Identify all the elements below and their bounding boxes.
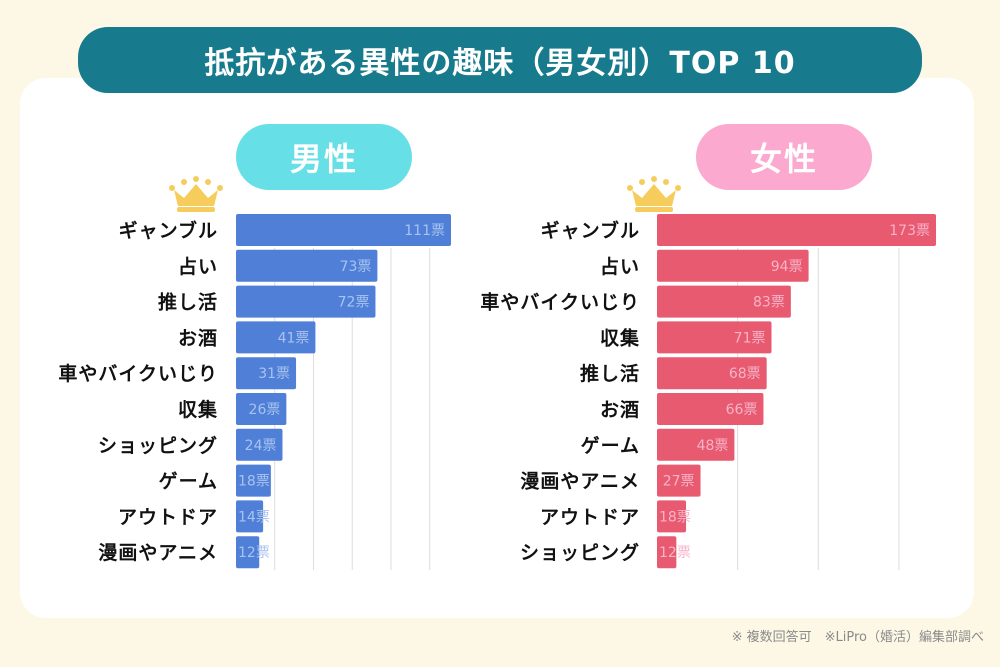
male-category-label: ショッピング	[98, 434, 218, 457]
male-category-label: 車やバイクいじり	[58, 362, 218, 385]
female-value-label: 18票	[659, 509, 691, 525]
female-category-label: 推し活	[580, 362, 640, 385]
male-bar	[236, 214, 451, 246]
female-value-label: 83票	[753, 295, 785, 311]
female-bar	[657, 214, 936, 246]
female-category-label: ギャンブル	[541, 219, 640, 242]
male-bar	[236, 464, 271, 497]
female-bar	[657, 321, 772, 354]
male-category-label: ゲーム	[159, 471, 218, 493]
male-category-label: 収集	[178, 398, 218, 421]
male-value-label: 73票	[340, 259, 372, 275]
male-bar	[236, 428, 283, 461]
male-bar	[236, 393, 287, 425]
title-text: 抵抗がある異性の趣味（男女別）TOP 10	[204, 46, 796, 81]
male-bar	[236, 321, 316, 354]
male-category-label: お酒	[178, 327, 218, 349]
female-header-label: 女性	[749, 140, 818, 178]
crown-icon	[627, 176, 681, 212]
female-value-label: 94票	[771, 259, 803, 275]
female-category-label: アウトドア	[540, 506, 640, 528]
female-bar	[657, 428, 735, 461]
male-category-label: アウトドア	[118, 506, 218, 528]
male-category-label: 推し活	[158, 291, 218, 314]
page-title: 抵抗がある異性の趣味（男女別）TOP 10	[78, 27, 922, 93]
male-value-label: 41票	[278, 330, 310, 346]
female-category-label: お酒	[600, 399, 640, 421]
male-bar	[236, 536, 260, 569]
male-bar	[236, 500, 264, 533]
female-value-label: 48票	[697, 438, 729, 454]
male-value-label: 12票	[238, 545, 270, 561]
male-value-label: 14票	[238, 509, 270, 525]
female-bar	[657, 536, 677, 569]
female-value-label: 68票	[729, 366, 761, 382]
female-value-label: 173票	[889, 223, 930, 239]
male-header-pill: 男性	[236, 124, 412, 190]
female-bar	[657, 357, 767, 390]
male-value-label: 111票	[404, 223, 445, 239]
female-bar	[657, 500, 687, 533]
male-bar	[236, 249, 378, 282]
crown-icon	[169, 176, 223, 212]
female-bar	[657, 393, 764, 425]
female-category-label: ゲーム	[581, 435, 640, 457]
female-bar	[657, 249, 809, 282]
male-bar	[236, 357, 297, 390]
male-category-label: 占い	[178, 255, 218, 278]
footnote: ※ 複数回答可 ※LiPro（婚活）編集部調べ	[731, 630, 984, 645]
female-value-label: 66票	[726, 402, 758, 418]
male-value-label: 18票	[238, 474, 270, 490]
female-value-label: 71票	[734, 330, 766, 346]
male-value-label: 31票	[258, 366, 290, 382]
female-category-label: 車やバイクいじり	[480, 291, 640, 314]
male-header-label: 男性	[289, 140, 358, 178]
male-category-label: ギャンブル	[119, 219, 218, 242]
female-category-label: 占い	[600, 255, 640, 278]
male-value-label: 24票	[245, 438, 277, 454]
female-category-label: 漫画やアニメ	[520, 471, 640, 493]
female-bar	[657, 285, 791, 318]
female-value-label: 12票	[659, 545, 691, 561]
male-value-label: 26票	[249, 402, 281, 418]
male-bar	[236, 285, 376, 318]
female-category-label: 収集	[600, 326, 640, 349]
male-category-label: 漫画やアニメ	[98, 542, 218, 564]
female-category-label: ショッピング	[520, 541, 640, 564]
female-value-label: 27票	[663, 474, 695, 490]
male-value-label: 72票	[338, 295, 370, 311]
female-bar	[657, 464, 701, 497]
female-header-pill: 女性	[696, 124, 872, 190]
